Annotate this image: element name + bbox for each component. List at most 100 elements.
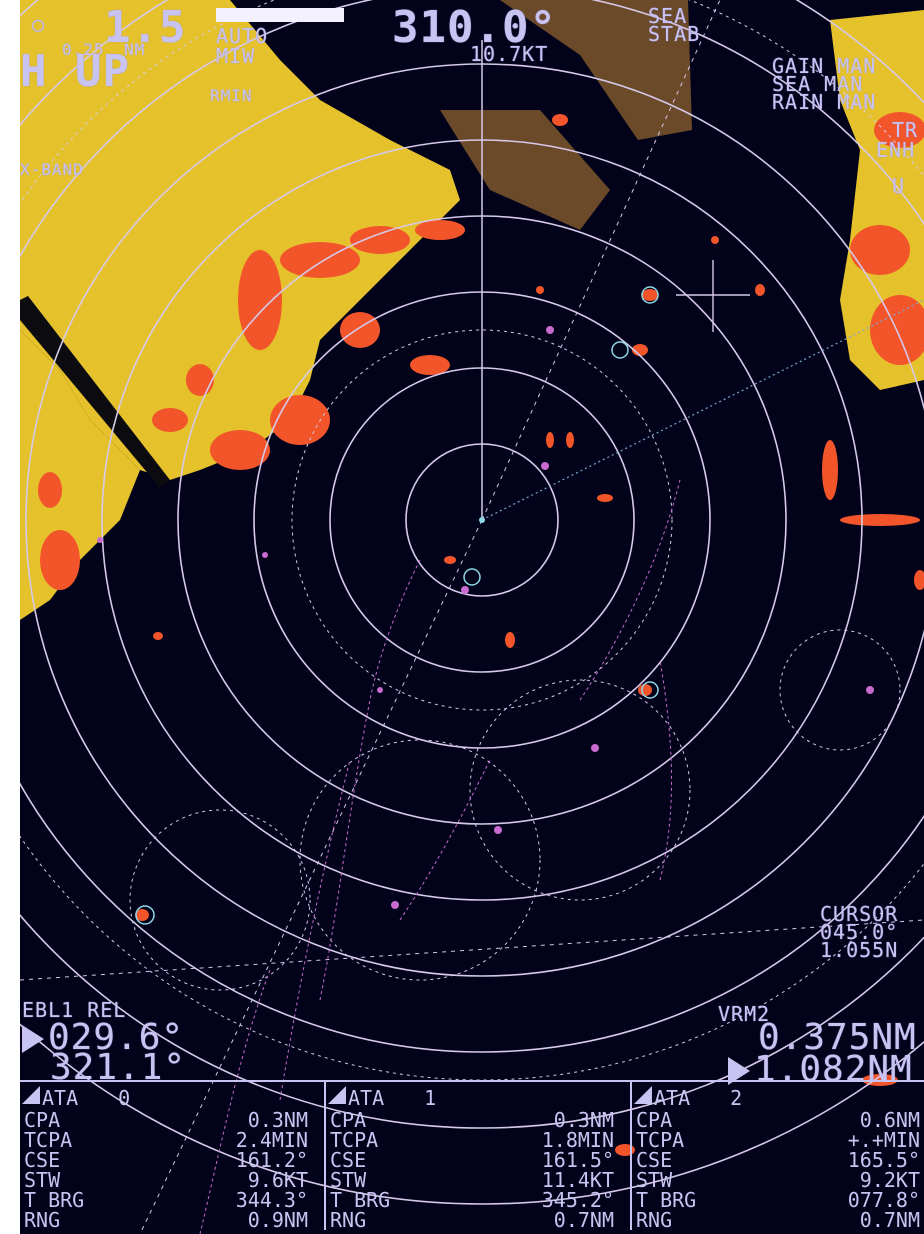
ata-targets <box>135 286 659 925</box>
ata-row: T BRG 345.2° <box>328 1188 618 1212</box>
ata-row: RNG 0.9NM <box>22 1208 312 1232</box>
ata-id: 2 <box>730 1086 743 1110</box>
ata-row-value: 0.9NM <box>247 1208 308 1232</box>
ata-row-label: TCPA <box>24 1128 73 1152</box>
vrm-value-2: 1.082NM <box>728 1052 913 1088</box>
ata-row: CSE 161.5° <box>328 1148 618 1172</box>
sea-setting[interactable]: SEA MAN <box>772 72 864 96</box>
ata-row: RNG 0.7NM <box>328 1208 618 1232</box>
vrm-active-marker-icon <box>728 1057 750 1085</box>
ata-title: ATA <box>654 1086 691 1110</box>
ata-row-label: STW <box>636 1168 673 1192</box>
ata-row-value: 161.5° <box>541 1148 614 1172</box>
ata-id: 1 <box>424 1086 437 1110</box>
cursor-label: CURSOR <box>820 902 899 926</box>
ata-row: RNG 0.7NM <box>634 1208 924 1232</box>
ata-row-value: 9.2KT <box>859 1168 920 1192</box>
range-value[interactable]: 1.5 <box>104 2 187 53</box>
ata-row: STW 11.4KT <box>328 1168 618 1192</box>
cursor-range: 1.055N <box>820 938 899 962</box>
range-ring-unit: NM <box>124 40 146 59</box>
ata-row-value: 11.4KT <box>541 1168 614 1192</box>
ata-header: ATA 1 <box>328 1086 436 1110</box>
ata-row-label: CSE <box>636 1148 673 1172</box>
ata-row-value: 165.5° <box>847 1148 920 1172</box>
ata-triangle-icon <box>634 1086 652 1104</box>
ata-row: CSE 165.5° <box>634 1148 924 1172</box>
ata-row-value: 0.7NM <box>859 1208 920 1232</box>
vrm-rings <box>20 0 924 1081</box>
ata-row-value: 9.6KT <box>247 1168 308 1192</box>
ata-row: TCPA +.+MIN <box>634 1128 924 1152</box>
cursor-cross <box>676 260 750 332</box>
ata-row-label: CSE <box>24 1148 61 1172</box>
ata-row-label: T BRG <box>24 1188 85 1212</box>
enh-setting: ENH <box>876 138 916 162</box>
ata-id: 0 <box>118 1086 131 1110</box>
ata-row: STW 9.6KT <box>22 1168 312 1192</box>
ebl-value-2: 321.1° <box>50 1047 187 1088</box>
ata-row-label: RNG <box>636 1208 673 1232</box>
ata-header: ATA 0 <box>22 1086 130 1110</box>
sea-label: SEA <box>648 4 688 28</box>
own-ship <box>479 517 485 523</box>
ata-row: T BRG 344.3° <box>22 1188 312 1212</box>
rmin-label: RMIN <box>210 86 253 105</box>
ata-row-value: +.+MIN <box>847 1128 920 1152</box>
heading-readout: 310.0° <box>392 2 557 53</box>
stab-label: STAB <box>648 22 701 46</box>
ebl-value-1: 029.6° <box>22 1020 184 1056</box>
ata-row-label: RNG <box>330 1208 367 1232</box>
ata-triangle-icon <box>22 1086 40 1104</box>
ata-row-label: TCPA <box>330 1128 379 1152</box>
ata-row-label: STW <box>24 1168 61 1192</box>
gain-bar <box>216 8 344 22</box>
band-label: X-BAND <box>20 160 84 179</box>
ebl-value-1-text: 029.6° <box>48 1017 185 1058</box>
range-ring-value: 0.25 <box>62 40 105 59</box>
vrm-value-1: 0.375NM <box>758 1017 917 1058</box>
ebl-label[interactable]: EBL1 REL <box>22 998 127 1022</box>
vrm-label[interactable]: VRM2 <box>718 1002 771 1026</box>
u-setting: U <box>892 174 906 198</box>
ata-panel-2[interactable]: ATA 2 CPA 0.6NM TCPA +.+MIN CSE 165.5° STW 9.… <box>634 1086 924 1232</box>
ata-row-value: 161.2° <box>235 1148 308 1172</box>
rain-setting[interactable]: RAIN MAN <box>772 90 877 114</box>
ata-row-value: 1.8MIN <box>541 1128 614 1152</box>
ata-row: STW 9.2KT <box>634 1168 924 1192</box>
ata-row: CPA 0.3NM <box>22 1108 312 1132</box>
radar-display[interactable]: ○ 1.5 0.25 NM AUTO MIW H UP RMIN X-BAND … <box>20 0 924 1234</box>
cursor-bearing: 045.0° <box>820 920 899 944</box>
brown-zone-mid <box>440 110 610 230</box>
land-mass-left <box>20 0 460 480</box>
target-trails <box>199 479 681 1234</box>
ata-row: CPA 0.6NM <box>634 1108 924 1132</box>
ata-panel-divider <box>20 1080 924 1082</box>
ata-row-label: T BRG <box>330 1188 391 1212</box>
ata-row: CSE 161.2° <box>22 1148 312 1172</box>
ata-row-value: 0.7NM <box>553 1208 614 1232</box>
ata-col-divider-2 <box>630 1080 632 1230</box>
ata-row-label: CPA <box>24 1108 61 1132</box>
orientation-mode[interactable]: H UP <box>20 46 130 97</box>
tr-setting: TR <box>892 118 919 142</box>
ata-row-value: 344.3° <box>235 1188 308 1212</box>
ata-panel-0[interactable]: ATA 0 CPA 0.3NM TCPA 2.4MIN CSE 161.2° STW 9.… <box>22 1086 322 1232</box>
ata-panel-1[interactable]: ATA 1 CPA 0.3NM TCPA 1.8MIN CSE 161.5° STW 11… <box>328 1086 628 1232</box>
ata-row-value: 345.2° <box>541 1188 614 1212</box>
gain-mode[interactable]: AUTO <box>216 24 269 48</box>
ata-row-value: 0.6NM <box>859 1108 920 1132</box>
ata-row-value: 077.8° <box>847 1188 920 1212</box>
ata-row-label: CPA <box>330 1108 367 1132</box>
ata-row-value: 0.3NM <box>553 1108 614 1132</box>
ata-row-label: RNG <box>24 1208 61 1232</box>
ata-header: ATA 2 <box>634 1086 742 1110</box>
ata-col-divider-1 <box>324 1080 326 1230</box>
gain-setting[interactable]: GAIN MAN <box>772 54 877 78</box>
ata-row-label: CSE <box>330 1148 367 1172</box>
ata-title: ATA <box>348 1086 385 1110</box>
land-mass-right <box>830 10 924 390</box>
ata-row-value: 2.4MIN <box>235 1128 308 1152</box>
ebl-line <box>481 299 924 521</box>
radar-ppi-graphic <box>20 0 924 1234</box>
